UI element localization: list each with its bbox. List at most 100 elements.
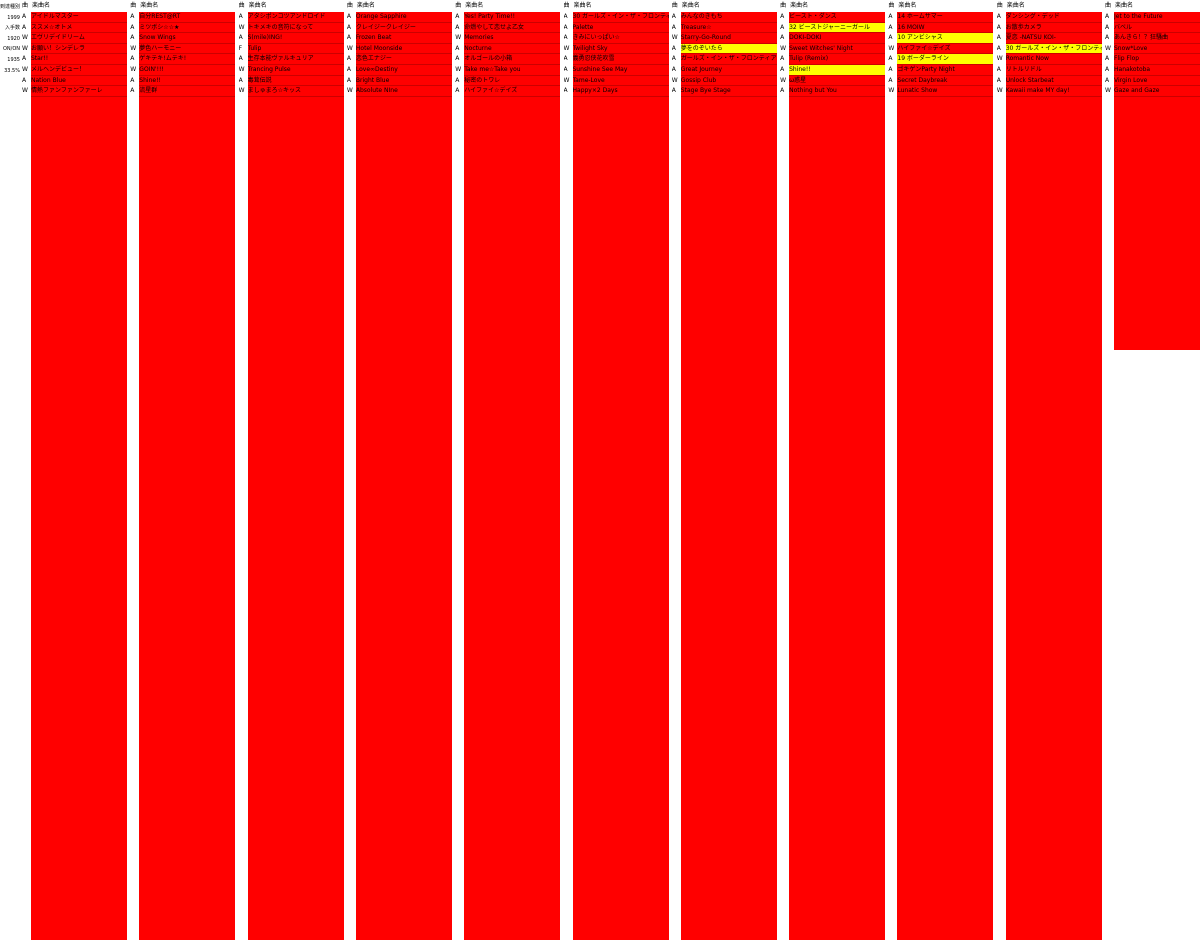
title-cell: Jet to the Future: [1114, 12, 1200, 23]
title-cell: GOIN'!!!: [139, 65, 236, 76]
column-fill: [139, 12, 236, 940]
rank-cell: A: [130, 13, 135, 20]
title-cell: S(mile)ING!: [247, 33, 344, 44]
column-header: 曲: [888, 2, 895, 9]
title-cell: 夢色ハーモニー: [139, 43, 236, 55]
column-header: 楽曲名: [1006, 2, 1025, 9]
title-cell: Great Journey: [680, 65, 777, 76]
summary-label: 1920: [7, 35, 20, 42]
column-fill: [572, 12, 669, 940]
rank-cell: W: [455, 34, 462, 42]
summary-label: 入手数: [4, 25, 20, 32]
rank-cell: A: [671, 44, 676, 52]
column-header: 楽曲名: [681, 2, 700, 9]
title-cell: クレイジークレイジー: [355, 22, 452, 34]
title-cell: ω惑星: [789, 75, 886, 87]
column-header: 曲: [22, 2, 29, 9]
column-fill: [31, 12, 127, 940]
title-cell: バベル: [1114, 22, 1200, 34]
rank-cell: W: [130, 44, 137, 52]
rank-cell: A: [996, 76, 1001, 84]
column-header: 曲: [671, 2, 678, 9]
title-cell: Shine!!: [139, 75, 236, 87]
rank-cell: A: [563, 66, 568, 73]
title-cell: 命燃やして恋せよ乙女: [464, 22, 561, 34]
column-fill: [789, 12, 886, 940]
title-cell: Happy×2 Days: [572, 86, 669, 97]
rank-cell: A: [130, 87, 135, 95]
summary-label: 33.5%: [4, 67, 20, 74]
rank-cell: A: [780, 23, 785, 31]
rank-cell: A: [130, 23, 135, 31]
title-cell: 32 ビーストジャーニーガール: [789, 22, 886, 34]
column-header: 曲: [455, 2, 462, 9]
title-cell: Absolute NIne: [355, 86, 452, 97]
column-header: 楽曲名: [356, 2, 375, 9]
title-cell: Tame-Love: [572, 75, 669, 87]
title-cell: ススメ☆オトメ: [31, 22, 127, 34]
rank-cell: A: [780, 34, 785, 42]
rank-cell: A: [238, 55, 243, 63]
title-cell: 16 MOIW: [897, 22, 994, 34]
title-cell: Twilight Sky: [572, 43, 669, 55]
rank-cell: A: [780, 66, 785, 73]
rank-cell: W: [1105, 87, 1111, 95]
column-header: 楽曲名: [790, 2, 809, 9]
column-fill: [680, 12, 777, 940]
title-cell: アイドルマスター: [31, 12, 127, 23]
title-cell: ゴキゲンParty Night: [897, 65, 994, 76]
title-cell: ハイファイ☆デイズ: [464, 86, 561, 97]
column-header: 曲: [780, 2, 787, 9]
title-cell: Yes! Party Time!!: [464, 12, 561, 23]
rank-cell: W: [130, 66, 137, 73]
rank-cell: W: [563, 76, 570, 84]
rank-cell: A: [996, 13, 1001, 20]
title-cell: 生存本能ヴァルキュリア: [247, 54, 344, 65]
title-cell: Shine!!: [789, 65, 886, 76]
title-cell: エヴリデイドリーム: [31, 33, 127, 44]
rank-cell: A: [780, 87, 785, 95]
rank-cell: A: [22, 13, 27, 20]
rank-cell: A: [130, 34, 135, 42]
column-header: 曲: [130, 2, 137, 9]
title-cell: Treasure☆: [680, 22, 777, 34]
title-cell: 10 アンビシャス: [897, 33, 994, 44]
rank-cell: A: [130, 55, 135, 63]
rank-cell: A: [346, 34, 351, 42]
title-cell: Unlock Starbeat: [1005, 75, 1102, 87]
title-cell: Sunshine See May: [572, 65, 669, 76]
title-cell: ましゅまろ☆キッス: [247, 86, 344, 97]
title-cell: あんきら！？狂騒曲: [1114, 33, 1200, 44]
rank-cell: W: [22, 44, 28, 52]
title-cell: Tulip: [247, 43, 344, 55]
title-cell: 夢をのぞいたら: [680, 43, 777, 55]
title-cell: Tulip (Remix): [789, 54, 886, 65]
title-cell: メルヘンデビュー！: [31, 65, 127, 76]
column-header: 曲: [1105, 2, 1112, 9]
title-cell: 30 ガールズ・イン・ザ・フロンティア: [572, 12, 669, 23]
rank-cell: A: [888, 34, 893, 42]
rank-cell: A: [563, 23, 568, 31]
rank-cell: A: [22, 23, 27, 31]
title-cell: Orange Sapphire: [355, 12, 452, 23]
rank-cell: A: [996, 44, 1001, 52]
rank-cell: A: [1105, 66, 1110, 73]
column-header: 楽曲名: [573, 2, 592, 9]
title-cell: Virgin Love: [1114, 75, 1200, 87]
title-cell: Hanakotoba: [1114, 65, 1200, 76]
title-cell: Nothing but You: [789, 86, 886, 97]
title-cell: Flip Flop: [1114, 54, 1200, 65]
rank-cell: W: [888, 44, 895, 52]
rank-cell: A: [1105, 55, 1110, 63]
title-cell: 情熱ファンファンファーレ: [31, 86, 127, 97]
column-header: 楽曲名: [898, 2, 917, 9]
rank-cell: A: [22, 76, 27, 84]
title-cell: きみにいっぱい☆: [572, 33, 669, 44]
rank-cell: A: [671, 13, 676, 20]
column-header: 曲: [346, 2, 353, 9]
column-fill: [355, 12, 452, 940]
title-cell: Bright Blue: [355, 75, 452, 87]
rank-cell: A: [455, 87, 460, 95]
rank-cell: W: [346, 87, 353, 95]
rank-cell: A: [671, 87, 676, 95]
